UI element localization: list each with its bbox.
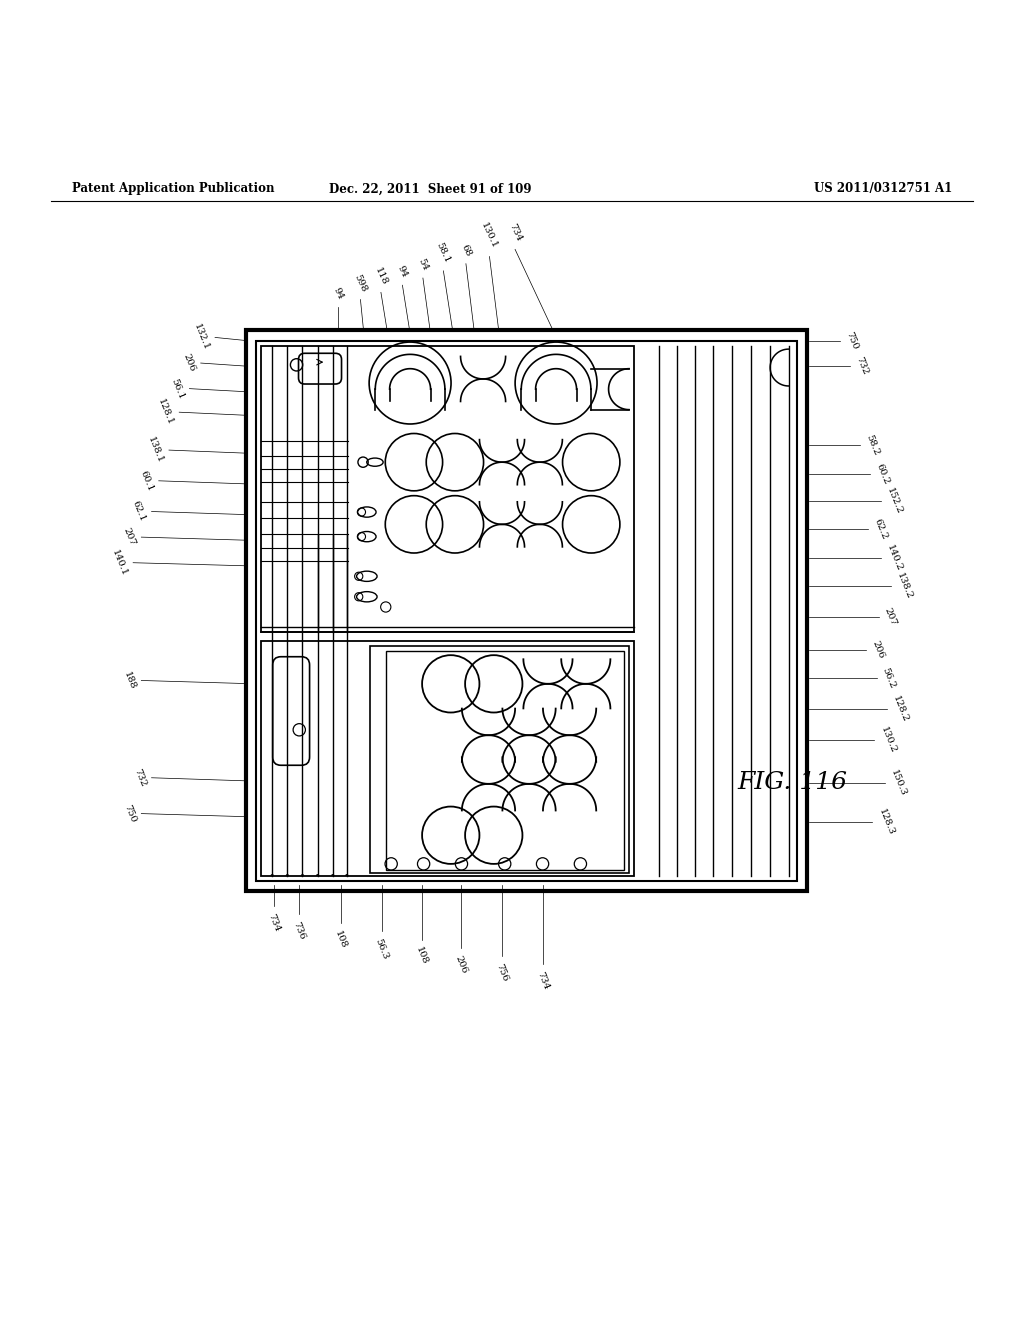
Text: 140.1: 140.1 bbox=[111, 548, 129, 577]
Text: 130.1: 130.1 bbox=[479, 222, 500, 251]
Text: 188: 188 bbox=[122, 671, 137, 690]
Bar bbox=[261, 640, 635, 875]
Text: US 2011/0312751 A1: US 2011/0312751 A1 bbox=[814, 182, 952, 195]
Text: 207: 207 bbox=[883, 607, 898, 627]
Text: 118: 118 bbox=[373, 265, 389, 286]
Text: 750: 750 bbox=[844, 330, 859, 351]
Text: 152.2: 152.2 bbox=[885, 487, 903, 516]
Text: 60.1: 60.1 bbox=[138, 469, 155, 492]
Bar bbox=[261, 346, 635, 632]
Text: 206: 206 bbox=[181, 352, 197, 374]
Text: 54: 54 bbox=[416, 257, 430, 272]
Text: 130.2: 130.2 bbox=[879, 725, 897, 755]
Text: 750: 750 bbox=[122, 804, 137, 824]
Text: 734: 734 bbox=[266, 912, 283, 933]
Text: 56.2: 56.2 bbox=[881, 667, 897, 690]
Text: 56.3: 56.3 bbox=[374, 937, 390, 961]
Text: Dec. 22, 2011  Sheet 91 of 109: Dec. 22, 2011 Sheet 91 of 109 bbox=[329, 182, 531, 195]
Text: 68: 68 bbox=[459, 243, 473, 257]
Text: Patent Application Publication: Patent Application Publication bbox=[72, 182, 274, 195]
Text: 140.2: 140.2 bbox=[885, 543, 903, 573]
Text: 128.2: 128.2 bbox=[891, 694, 909, 723]
Text: 62.2: 62.2 bbox=[872, 517, 889, 541]
Text: 734: 734 bbox=[535, 970, 551, 991]
Text: 206: 206 bbox=[454, 954, 468, 974]
Bar bbox=[256, 341, 797, 882]
Text: 108: 108 bbox=[334, 929, 348, 950]
Bar bbox=[370, 645, 629, 873]
Text: 732: 732 bbox=[132, 767, 147, 788]
Text: 734: 734 bbox=[507, 223, 523, 243]
Text: 108: 108 bbox=[415, 945, 429, 966]
Text: 58.1: 58.1 bbox=[435, 242, 452, 265]
Text: 60.2: 60.2 bbox=[874, 462, 891, 486]
Text: 207: 207 bbox=[122, 527, 137, 548]
Text: 132.1: 132.1 bbox=[193, 322, 211, 352]
Text: FIG. 116: FIG. 116 bbox=[737, 771, 847, 795]
Text: 128.1: 128.1 bbox=[157, 397, 175, 426]
Text: 756: 756 bbox=[495, 962, 509, 982]
Text: 598: 598 bbox=[352, 273, 369, 293]
Bar bbox=[246, 330, 807, 891]
Text: 736: 736 bbox=[292, 920, 306, 941]
Text: 62.1: 62.1 bbox=[131, 500, 147, 523]
Text: 58.2: 58.2 bbox=[864, 433, 881, 457]
Text: 150.3: 150.3 bbox=[889, 768, 907, 797]
Bar bbox=[386, 651, 624, 870]
Text: 732: 732 bbox=[854, 355, 869, 376]
Text: 94: 94 bbox=[395, 264, 410, 279]
Text: 206: 206 bbox=[870, 639, 886, 660]
Text: 138.2: 138.2 bbox=[895, 572, 913, 601]
Text: 138.1: 138.1 bbox=[146, 436, 165, 465]
Text: 94: 94 bbox=[331, 285, 345, 301]
Text: 128.3: 128.3 bbox=[877, 807, 895, 837]
Text: 56.1: 56.1 bbox=[169, 378, 185, 400]
